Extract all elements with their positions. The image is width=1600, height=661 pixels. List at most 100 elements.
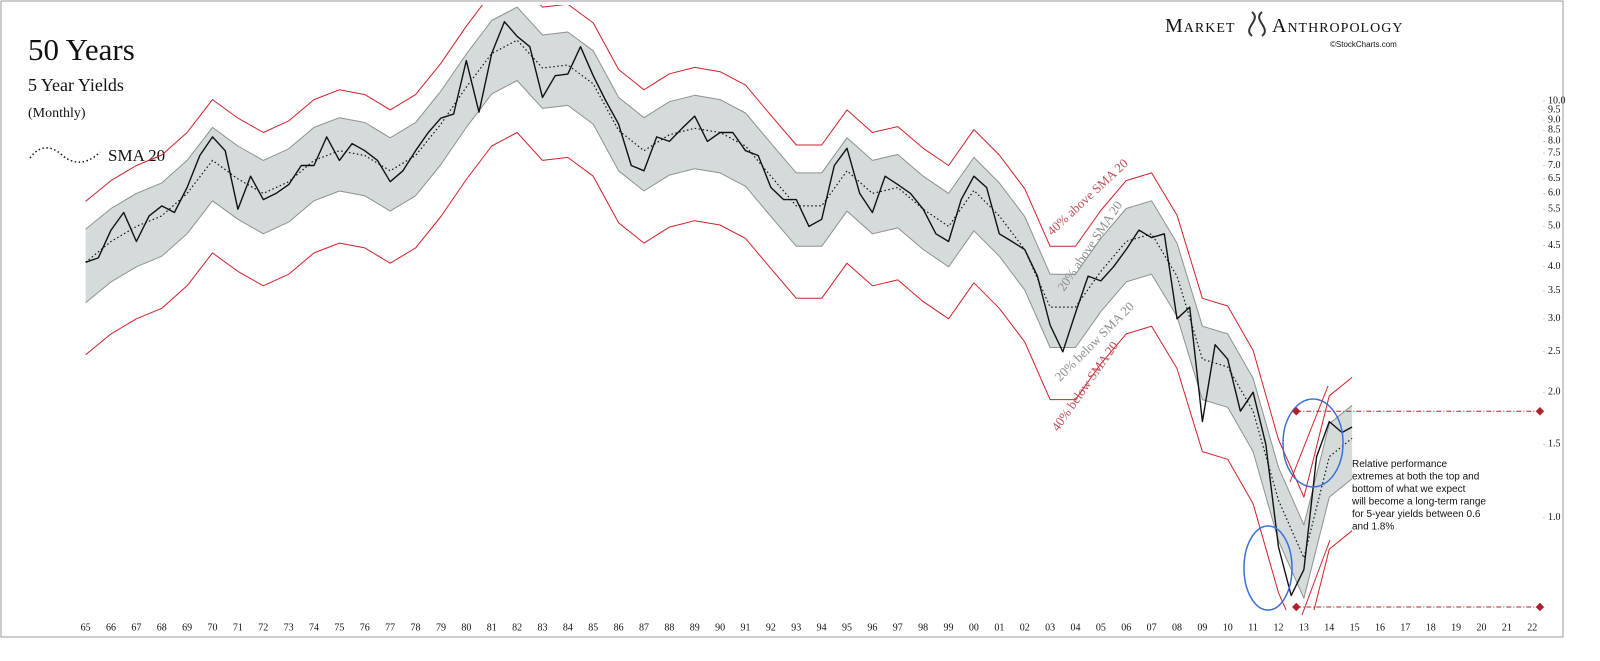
x-tick-label: 12 (1274, 622, 1284, 633)
legend-swatch (29, 147, 101, 163)
note-line: Relative performance (1352, 459, 1447, 470)
x-tick-label: 22 (1527, 622, 1537, 633)
x-tick-label: 21 (1502, 622, 1512, 633)
x-tick-label: 91 (741, 622, 751, 633)
legend-label: SMA 20 (108, 146, 165, 165)
x-tick-label: 79 (436, 622, 446, 633)
x-tick-label: 14 (1324, 622, 1334, 633)
plot-area (85, 5, 1353, 610)
y-tick-label: 8.5 (1548, 125, 1561, 136)
y-tick-label: 7.5 (1548, 147, 1561, 158)
x-tick-label: 93 (791, 622, 801, 633)
x-tick-label: 99 (944, 622, 954, 633)
y-tick-label: 8.0 (1548, 136, 1561, 147)
brand-right: Anthropology (1272, 15, 1403, 37)
x-tick-label: 75 (334, 622, 344, 633)
x-tick-label: 73 (284, 622, 294, 633)
y-tick-label: 4.5 (1548, 240, 1561, 251)
x-tick-label: 05 (1096, 622, 1106, 633)
x-tick-label: 18 (1426, 622, 1436, 633)
note-line: for 5-year yields between 0.6 (1352, 509, 1481, 520)
x-tick-label: 96 (867, 622, 877, 633)
x-tick-label: 02 (1020, 622, 1030, 633)
y-tick-label: 3.0 (1548, 313, 1561, 324)
x-tick-label: 69 (182, 622, 192, 633)
yield-line (85, 21, 1353, 597)
y-tick-label: 9.5 (1548, 105, 1561, 116)
x-tick-label: 68 (157, 622, 167, 633)
x-tick-label: 87 (639, 622, 649, 633)
x-tick-label: 97 (893, 622, 903, 633)
highlight-circle (1243, 525, 1293, 611)
band-line (85, 6, 1353, 526)
x-tick-label: 01 (994, 622, 1004, 633)
x-tick-label: 66 (106, 622, 116, 633)
x-tick-label: 67 (131, 622, 141, 633)
x-tick-label: 65 (81, 622, 91, 633)
x-tick-label: 88 (664, 622, 674, 633)
y-tick-label: 6.0 (1548, 188, 1561, 199)
x-tick-label: 19 (1451, 622, 1461, 633)
x-tick-label: 70 (208, 622, 218, 633)
x-tick-label: 95 (842, 622, 852, 633)
x-tick-label: 76 (360, 622, 370, 633)
x-tick-label: 15 (1350, 622, 1360, 633)
chart-subtitle-2: (Monthly) (28, 106, 86, 121)
note-line: and 1.8% (1352, 522, 1394, 533)
highlight-circle (1282, 398, 1344, 488)
x-tick-label: 89 (690, 622, 700, 633)
x-tick-label: 10 (1223, 622, 1233, 633)
y-tick-label: 4.0 (1548, 261, 1561, 272)
brand-left: Market (1165, 15, 1235, 37)
y-tick-label: 1.0 (1548, 512, 1561, 523)
band-line (85, 80, 1353, 599)
y-tick-label: 2.5 (1548, 346, 1561, 357)
x-tick-label: 09 (1197, 622, 1207, 633)
x-tick-label: 92 (766, 622, 776, 633)
y-tick-label: 1.5 (1548, 439, 1561, 450)
x-tick-label: 17 (1400, 622, 1410, 633)
x-tick-label: 77 (385, 622, 395, 633)
chart-subtitle: 5 Year Yields (28, 75, 124, 95)
source: ©StockCharts.com (1330, 40, 1397, 49)
band-line (85, 5, 1353, 498)
x-tick-label: 00 (969, 622, 979, 633)
x-tick-label: 16 (1375, 622, 1385, 633)
x-tick-label: 85 (588, 622, 598, 633)
chart-title: 50 Years (28, 32, 135, 67)
y-tick-label: 2.0 (1548, 386, 1561, 397)
trend-line (1289, 385, 1329, 483)
x-tick-label: 90 (715, 622, 725, 633)
x-tick-label: 07 (1147, 622, 1157, 633)
x-tick-label: 81 (487, 622, 497, 633)
reference-marker (1535, 406, 1545, 416)
x-tick-label: 20 (1477, 622, 1487, 633)
y-tick-label: 7.0 (1548, 160, 1561, 171)
x-tick-label: 72 (258, 622, 268, 633)
y-tick-label: 6.5 (1548, 173, 1561, 184)
x-tick-label: 06 (1121, 622, 1131, 633)
x-tick-label: 98 (918, 622, 928, 633)
reference-marker (1535, 602, 1545, 612)
brand-icon (1248, 11, 1266, 37)
x-tick-label: 03 (1045, 622, 1055, 633)
note-line: bottom of what we expect (1352, 484, 1466, 495)
reference-marker (1292, 406, 1301, 416)
band-line (85, 132, 1353, 610)
sma-line (85, 39, 1353, 559)
band-fill (85, 7, 1353, 599)
overlay (1243, 385, 1344, 616)
x-tick-label: 04 (1070, 622, 1080, 633)
x-tick-label: 86 (614, 622, 624, 633)
x-tick-label: 82 (512, 622, 522, 633)
note-line: extremes at both the top and (1352, 472, 1479, 483)
y-tick-label: 10.0 (1548, 95, 1566, 106)
note-line: will become a long-term range (1351, 497, 1486, 508)
x-tick-label: 11 (1248, 622, 1258, 633)
x-tick-label: 83 (537, 622, 547, 633)
frame (0, 0, 1564, 638)
y-tick-label: 9.0 (1548, 114, 1561, 125)
x-tick-label: 71 (233, 622, 243, 633)
x-tick-label: 08 (1172, 622, 1182, 633)
